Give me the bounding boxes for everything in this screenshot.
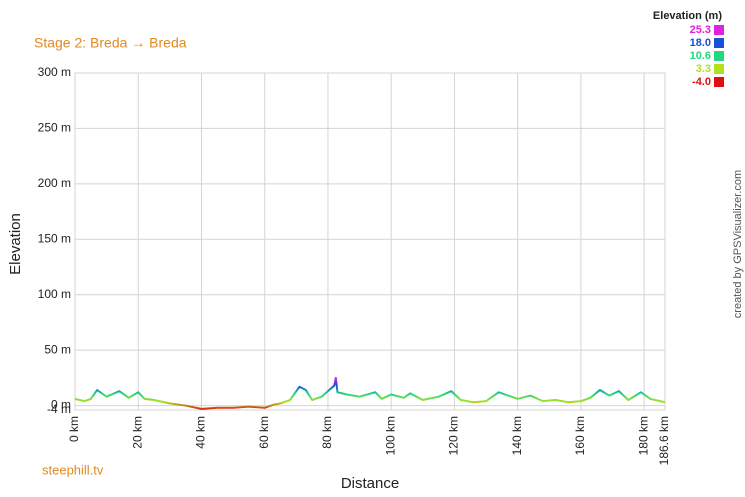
y-tick-label: 300 m (38, 65, 71, 79)
y-tick-label: 0 m (51, 398, 71, 412)
x-tick-label: 80 km (320, 416, 334, 449)
elevation-line (74, 376, 666, 410)
source: steephill.tv (42, 462, 104, 477)
legend-title: Elevation (m) (653, 10, 722, 22)
x-tick-label: 20 km (130, 416, 144, 449)
y-axis-label: Elevation (7, 213, 24, 275)
x-tick-label: 120 km (447, 416, 461, 455)
legend-label: 10.6 (690, 50, 711, 62)
legend-label: 25.3 (690, 24, 711, 36)
y-tick-label: 250 m (38, 121, 71, 135)
x-axis-label: Distance (341, 475, 399, 492)
x-tick-label: 100 km (383, 416, 397, 455)
y-tick-label: -4 m (47, 402, 71, 416)
x-tick-label: 160 km (573, 416, 587, 455)
legend-swatch (714, 25, 724, 35)
x-tick-label: 40 km (194, 416, 208, 449)
legend-label: 18.0 (690, 37, 711, 49)
legend-swatch (714, 77, 724, 87)
x-tick-label: 0 km (67, 416, 81, 442)
x-tick-label: 60 km (257, 416, 271, 449)
legend-label: -4.0 (692, 76, 711, 88)
x-tick-label: 180 km (636, 416, 650, 455)
x-tick-label: 140 km (510, 416, 524, 455)
x-tick-label: 186.6 km (657, 416, 671, 465)
y-tick-label: 150 m (38, 231, 71, 245)
y-tick-label: 200 m (38, 176, 71, 190)
credit: created by GPSVisualizer.com (732, 170, 744, 318)
legend-swatch (714, 51, 724, 61)
legend-swatch (714, 64, 724, 74)
y-tick-label: 50 m (44, 342, 71, 356)
legend-label: 3.3 (696, 63, 711, 75)
legend-swatch (714, 38, 724, 48)
y-tick-label: 100 m (38, 287, 71, 301)
chart-title: Stage 2: Breda → Breda (34, 35, 187, 51)
plot-area (74, 72, 666, 411)
